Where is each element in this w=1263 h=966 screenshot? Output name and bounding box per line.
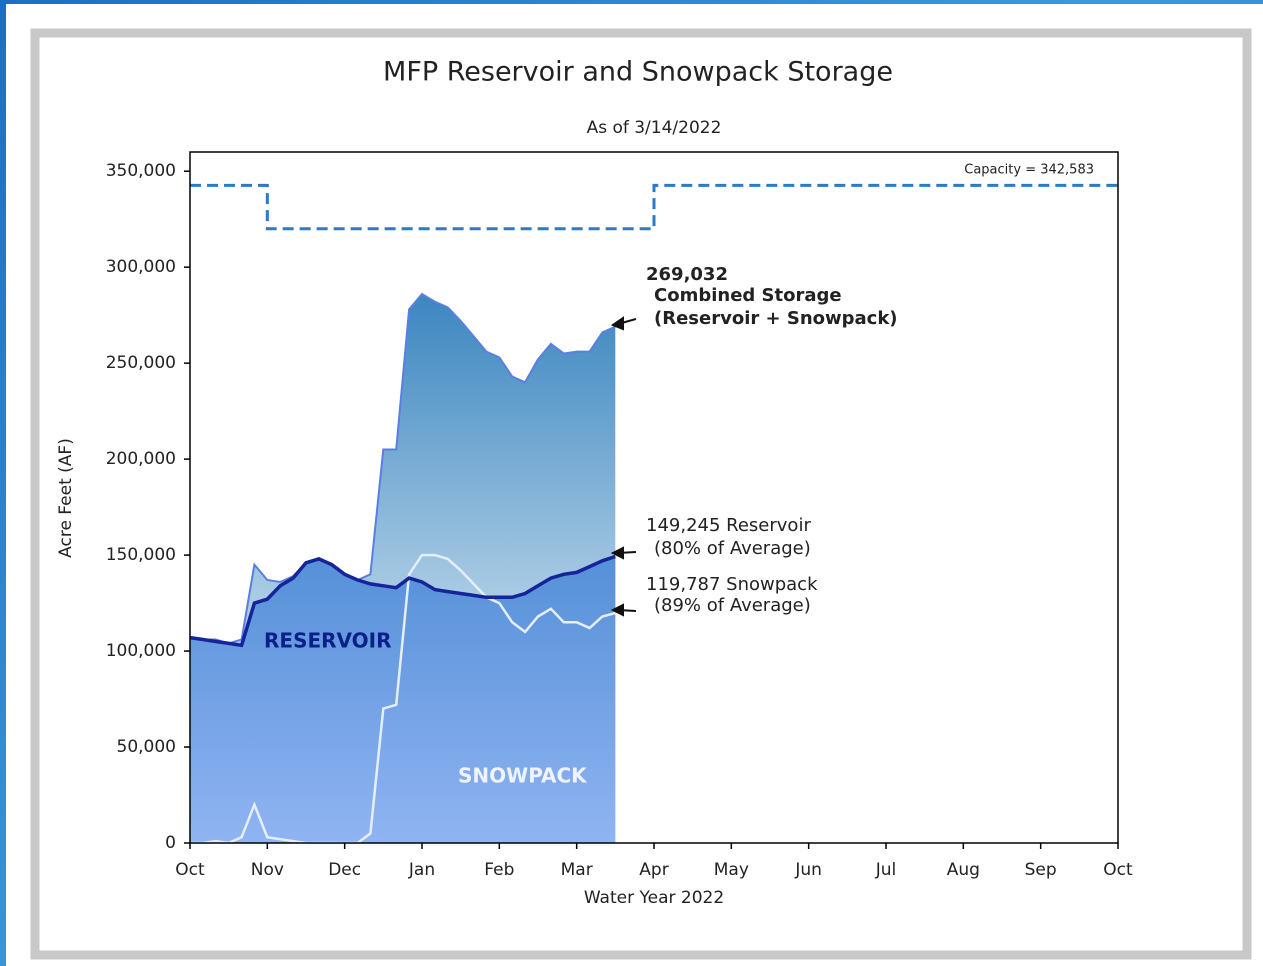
y-axis-label: Acre Feet (AF) <box>56 438 76 558</box>
combined-line <box>189 292 616 645</box>
x-tick-label: Oct <box>175 860 205 880</box>
snowpack-value: 119,787 Snowpack <box>646 574 818 595</box>
x-tick-label: Jul <box>875 860 897 880</box>
plot-area <box>189 183 1118 845</box>
reservoir-line <box>189 554 616 648</box>
x-tick-label: Jan <box>408 860 435 880</box>
snowpack-note: (89% of Average) <box>654 595 811 616</box>
arrows <box>610 316 637 617</box>
y-tick-label: 100,000 <box>106 641 176 661</box>
combined-value: 269,032 <box>646 264 728 285</box>
reservoir-note: (80% of Average) <box>654 538 811 559</box>
x-tick-label: May <box>714 860 749 880</box>
combined-label: Combined Storage <box>654 285 842 306</box>
x-tick-label: Jun <box>794 860 822 880</box>
x-tick-label: Nov <box>251 860 284 880</box>
capacity-label: Capacity = 342,583 <box>964 163 1094 178</box>
x-axis-label: Water Year 2022 <box>584 888 724 908</box>
reservoir-area-label: RESERVOIR <box>264 629 392 653</box>
y-tick-label: 300,000 <box>106 257 176 277</box>
x-tick-label: Mar <box>561 860 593 880</box>
y-tick-label: 200,000 <box>106 449 176 469</box>
x-tick-label: Feb <box>484 860 514 880</box>
y-tick-label: 0 <box>165 833 176 853</box>
y-tick-label: 150,000 <box>106 545 176 565</box>
reservoir-area <box>190 556 616 843</box>
x-tick-label: Sep <box>1025 860 1057 880</box>
y-tick-label: 250,000 <box>106 353 176 373</box>
reservoir-value: 149,245 Reservoir <box>646 515 811 536</box>
chart-title: MFP Reservoir and Snowpack Storage <box>383 57 893 88</box>
x-tick-label: Aug <box>947 860 980 880</box>
y-tick-label: 350,000 <box>106 161 176 181</box>
x-tick-label: Apr <box>639 860 668 880</box>
combined-note: (Reservoir + Snowpack) <box>654 308 898 329</box>
y-tick-label: 50,000 <box>117 737 176 757</box>
x-tick-label: Oct <box>1103 860 1133 880</box>
capacity-line <box>190 183 1118 231</box>
snowpack-line <box>190 553 616 845</box>
x-tick-label: Dec <box>328 860 361 880</box>
snowpack-area-label: SNOWPACK <box>458 764 588 788</box>
chart-subtitle: As of 3/14/2022 <box>587 118 722 138</box>
